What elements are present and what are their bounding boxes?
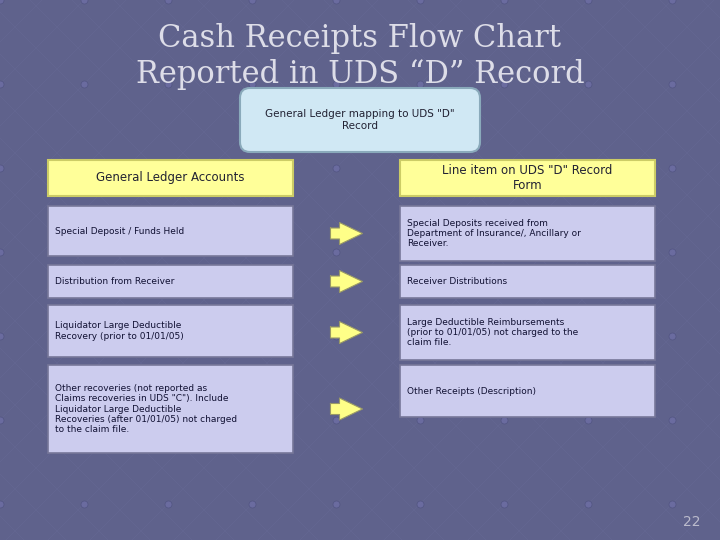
Text: Cash Receipts Flow Chart: Cash Receipts Flow Chart — [158, 23, 562, 53]
FancyBboxPatch shape — [48, 305, 293, 357]
Polygon shape — [330, 398, 362, 420]
Polygon shape — [330, 321, 362, 343]
Text: Reported in UDS “D” Record: Reported in UDS “D” Record — [135, 59, 585, 91]
Text: Special Deposit / Funds Held: Special Deposit / Funds Held — [55, 226, 184, 235]
Text: Receiver Distributions: Receiver Distributions — [407, 277, 507, 286]
FancyBboxPatch shape — [48, 160, 293, 196]
Polygon shape — [330, 222, 362, 245]
Text: General Ledger Accounts: General Ledger Accounts — [96, 172, 245, 185]
FancyBboxPatch shape — [400, 265, 655, 298]
Text: Line item on UDS "D" Record
Form: Line item on UDS "D" Record Form — [442, 164, 613, 192]
FancyBboxPatch shape — [400, 305, 655, 360]
FancyBboxPatch shape — [400, 160, 655, 196]
Text: Large Deductible Reimbursements
(prior to 01/01/05) not charged to the
claim fil: Large Deductible Reimbursements (prior t… — [407, 318, 578, 347]
Text: Liquidator Large Deductible
Recovery (prior to 01/01/05): Liquidator Large Deductible Recovery (pr… — [55, 321, 184, 341]
Text: 22: 22 — [683, 515, 701, 529]
FancyBboxPatch shape — [400, 365, 655, 417]
Text: Other Receipts (Description): Other Receipts (Description) — [407, 387, 536, 395]
FancyBboxPatch shape — [240, 88, 480, 152]
Text: Distribution from Receiver: Distribution from Receiver — [55, 277, 174, 286]
Polygon shape — [330, 271, 362, 293]
FancyBboxPatch shape — [48, 265, 293, 298]
Text: Other recoveries (not reported as
Claims recoveries in UDS "C"). Include
Liquida: Other recoveries (not reported as Claims… — [55, 384, 237, 434]
FancyBboxPatch shape — [48, 206, 293, 256]
Text: General Ledger mapping to UDS "D"
Record: General Ledger mapping to UDS "D" Record — [265, 109, 455, 131]
FancyBboxPatch shape — [400, 206, 655, 261]
Text: Special Deposits received from
Department of Insurance/, Ancillary or
Receiver.: Special Deposits received from Departmen… — [407, 219, 581, 248]
FancyBboxPatch shape — [48, 365, 293, 453]
